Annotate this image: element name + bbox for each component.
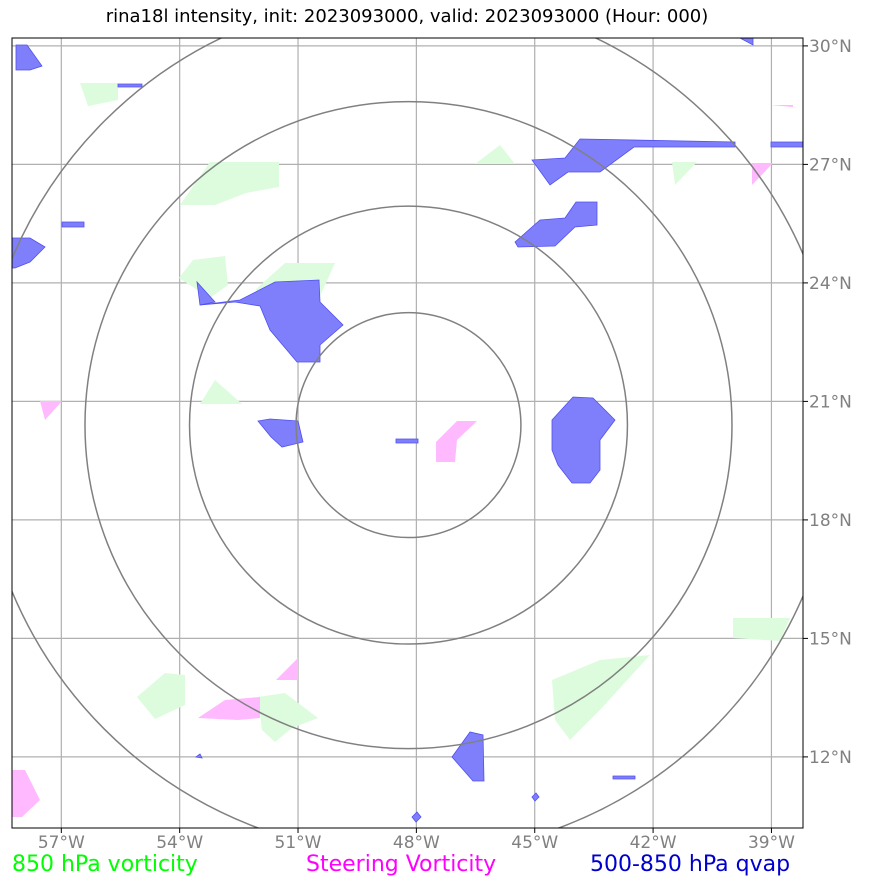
lat-tick-label: 27°N [809,155,852,175]
qvap-area [411,811,422,823]
qvap-area [770,141,803,148]
vorticity-area [258,693,318,742]
qvap-area [395,438,419,444]
steering-vorticity-areas [12,105,793,817]
lon-tick-label: 48°W [393,833,440,853]
qvap-area [257,418,304,448]
steering-area [40,401,62,420]
vorticity-area [733,618,790,641]
qvap-area [199,279,344,363]
vorticity-area [552,655,650,740]
qvap-area [531,138,736,186]
graticule [12,38,808,833]
lat-tick-label: 30°N [809,37,852,57]
vorticity-area [672,162,697,185]
qvap-area [12,237,46,269]
vorticity-area [80,83,118,106]
qvap-area [451,731,485,782]
vorticity-area [200,380,242,404]
qvap-area [531,792,540,802]
lon-tick-label: 54°W [156,833,203,853]
range-ring [84,100,733,750]
vorticity-area [180,162,279,205]
lon-tick-label: 42°W [630,833,677,853]
qvap-area [739,38,754,46]
longitude-labels: 57°W 54°W 51°W 48°W 45°W 42°W 39°W [38,833,795,853]
qvap-area [196,280,216,306]
range-rings [12,38,803,828]
qvap-area [551,396,616,484]
map-title: rina18l intensity, init: 2023093000, val… [105,6,709,27]
map-frame [11,37,804,829]
lat-tick-label: 12°N [809,748,852,768]
vorticity-area [475,145,515,164]
steering-area [12,770,40,817]
lon-tick-label: 39°W [748,833,795,853]
steering-area [752,163,773,185]
legend-qvap: 500-850 hPa qvap [590,852,791,877]
steering-area [276,658,298,680]
vorticity-area [179,256,228,298]
steering-area [436,421,477,462]
qvap-area [612,775,636,780]
qvap-area [117,83,143,88]
qvap-area [15,44,43,71]
qvap-area [195,753,203,759]
steering-area [198,697,260,720]
range-ring [295,311,522,539]
legend-steering-vorticity: Steering Vorticity [306,852,497,877]
lon-tick-label: 57°W [38,833,85,853]
lon-tick-label: 45°W [511,833,558,853]
lon-tick-label: 51°W [275,833,322,853]
lat-tick-label: 18°N [809,511,852,531]
legend-850-vorticity: 850 hPa vorticity [12,852,198,877]
range-ring [12,38,803,828]
lat-tick-label: 24°N [809,274,852,294]
lat-tick-label: 21°N [809,392,852,412]
qvap-areas [12,38,803,823]
steering-area [770,105,793,107]
range-ring [188,205,629,645]
latitude-labels: 30°N 27°N 24°N 21°N 18°N 15°N 12°N [809,37,852,768]
lat-tick-label: 15°N [809,629,852,649]
qvap-area [514,201,598,248]
vorticity-area [137,673,185,719]
qvap-area [61,221,85,228]
